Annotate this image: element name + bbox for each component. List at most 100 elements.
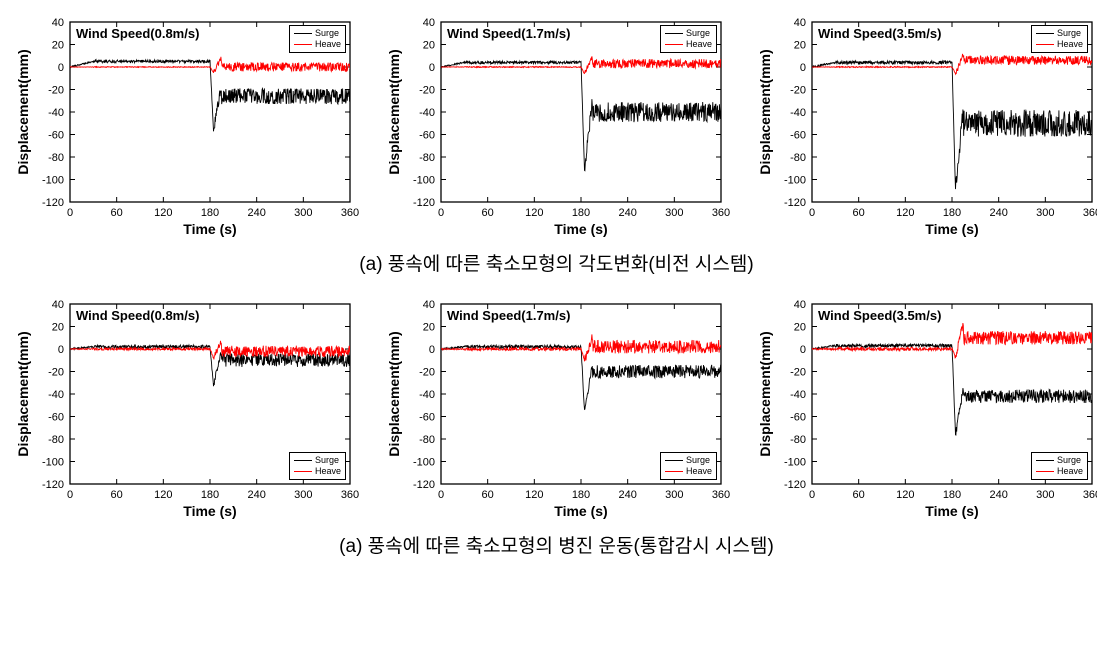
svg-text:180: 180 xyxy=(572,489,590,501)
svg-text:40: 40 xyxy=(52,299,64,311)
legend-swatch xyxy=(294,460,312,461)
svg-text:180: 180 xyxy=(201,489,219,501)
svg-text:0: 0 xyxy=(438,489,444,501)
svg-text:20: 20 xyxy=(423,40,435,52)
chart-row-2: 060120180240300360-120-100-80-60-40-2002… xyxy=(8,290,1097,525)
svg-text:-60: -60 xyxy=(790,412,806,424)
legend-label: Surge xyxy=(686,455,710,465)
svg-text:-40: -40 xyxy=(419,107,435,119)
svg-text:20: 20 xyxy=(423,322,435,334)
svg-text:300: 300 xyxy=(294,207,312,219)
svg-text:-120: -120 xyxy=(42,197,64,209)
svg-text:240: 240 xyxy=(247,489,265,501)
svg-text:180: 180 xyxy=(943,207,961,219)
svg-text:0: 0 xyxy=(58,62,64,74)
svg-text:Displacement(mm): Displacement(mm) xyxy=(386,49,402,174)
legend-item: Heave xyxy=(294,466,341,477)
svg-text:300: 300 xyxy=(294,489,312,501)
svg-text:300: 300 xyxy=(1036,489,1054,501)
svg-text:40: 40 xyxy=(423,17,435,29)
svg-text:0: 0 xyxy=(67,207,73,219)
svg-text:120: 120 xyxy=(154,207,172,219)
svg-text:300: 300 xyxy=(1036,207,1054,219)
svg-text:-60: -60 xyxy=(419,412,435,424)
svg-text:-60: -60 xyxy=(48,412,64,424)
svg-text:0: 0 xyxy=(429,344,435,356)
svg-text:0: 0 xyxy=(800,62,806,74)
chart-title: Wind Speed(0.8m/s) xyxy=(76,308,199,323)
legend: SurgeHeave xyxy=(1031,25,1088,53)
legend-label: Heave xyxy=(686,466,712,476)
svg-text:-80: -80 xyxy=(790,152,806,164)
svg-text:60: 60 xyxy=(482,489,494,501)
svg-text:360: 360 xyxy=(341,207,359,219)
legend-label: Surge xyxy=(1057,28,1081,38)
svg-text:-100: -100 xyxy=(413,457,435,469)
legend-label: Heave xyxy=(1057,39,1083,49)
legend-item: Heave xyxy=(1036,466,1083,477)
svg-text:60: 60 xyxy=(111,207,123,219)
svg-text:-20: -20 xyxy=(419,85,435,97)
svg-text:-80: -80 xyxy=(48,152,64,164)
svg-text:20: 20 xyxy=(52,322,64,334)
svg-text:40: 40 xyxy=(794,17,806,29)
chart-row-1: 0 60 120 180 240 300 360 -120 -100 -80 -60 -40 -20 0 2… xyxy=(8,8,1097,243)
legend-swatch xyxy=(1036,471,1054,472)
svg-text:Displacement(mm): Displacement(mm) xyxy=(15,331,31,456)
svg-text:360: 360 xyxy=(1083,489,1097,501)
svg-text:-60: -60 xyxy=(48,130,64,142)
svg-text:Time (s): Time (s) xyxy=(554,221,607,237)
svg-text:40: 40 xyxy=(52,17,64,29)
legend-item: Heave xyxy=(665,466,712,477)
legend-item: Surge xyxy=(1036,455,1083,466)
svg-text:0: 0 xyxy=(58,344,64,356)
svg-text:-100: -100 xyxy=(784,175,806,187)
chart-panel: 060120180240300360-120-100-80-60-40-2002… xyxy=(8,290,363,525)
chart-title: Wind Speed(1.7m/s) xyxy=(447,26,570,41)
chart-title: Wind Speed(3.5m/s) xyxy=(818,308,941,323)
svg-text:40: 40 xyxy=(423,299,435,311)
legend-swatch xyxy=(294,33,312,34)
legend-label: Surge xyxy=(315,455,339,465)
svg-text:-100: -100 xyxy=(42,175,64,187)
chart-title: Wind Speed(1.7m/s) xyxy=(447,308,570,323)
legend-swatch xyxy=(665,44,683,45)
legend-item: Surge xyxy=(1036,28,1083,39)
svg-text:40: 40 xyxy=(794,299,806,311)
svg-text:360: 360 xyxy=(341,489,359,501)
svg-text:-80: -80 xyxy=(419,434,435,446)
svg-text:20: 20 xyxy=(794,40,806,52)
svg-text:-120: -120 xyxy=(413,479,435,491)
chart-panel: 060120180240300360-120-100-80-60-40-2002… xyxy=(379,8,734,243)
legend: SurgeHeave xyxy=(1031,452,1088,480)
legend-label: Surge xyxy=(315,28,339,38)
svg-text:120: 120 xyxy=(525,207,543,219)
svg-text:-100: -100 xyxy=(784,457,806,469)
figure-container: 0 60 120 180 240 300 360 -120 -100 -80 -60 -40 -20 0 2… xyxy=(8,8,1097,558)
svg-text:0: 0 xyxy=(800,344,806,356)
legend-swatch xyxy=(1036,44,1054,45)
legend-label: Heave xyxy=(315,466,341,476)
legend-swatch xyxy=(294,471,312,472)
legend-label: Heave xyxy=(686,39,712,49)
svg-text:360: 360 xyxy=(712,207,730,219)
svg-text:20: 20 xyxy=(794,322,806,334)
svg-text:Time (s): Time (s) xyxy=(183,221,236,237)
svg-text:360: 360 xyxy=(712,489,730,501)
svg-text:300: 300 xyxy=(665,489,683,501)
svg-text:0: 0 xyxy=(67,489,73,501)
svg-text:-40: -40 xyxy=(419,389,435,401)
svg-text:-60: -60 xyxy=(419,130,435,142)
chart-title: Wind Speed(0.8m/s) xyxy=(76,26,199,41)
svg-text:-80: -80 xyxy=(790,434,806,446)
svg-text:240: 240 xyxy=(989,207,1007,219)
svg-text:Time (s): Time (s) xyxy=(925,221,978,237)
legend-swatch xyxy=(1036,460,1054,461)
legend-item: Heave xyxy=(1036,39,1083,50)
svg-text:Time (s): Time (s) xyxy=(925,503,978,519)
svg-text:-20: -20 xyxy=(48,367,64,379)
svg-text:-20: -20 xyxy=(790,367,806,379)
svg-text:0: 0 xyxy=(438,207,444,219)
svg-text:-120: -120 xyxy=(42,479,64,491)
caption-row-2: (a) 풍속에 따른 축소모형의 병진 운동(통합감시 시스템) xyxy=(8,531,1097,558)
